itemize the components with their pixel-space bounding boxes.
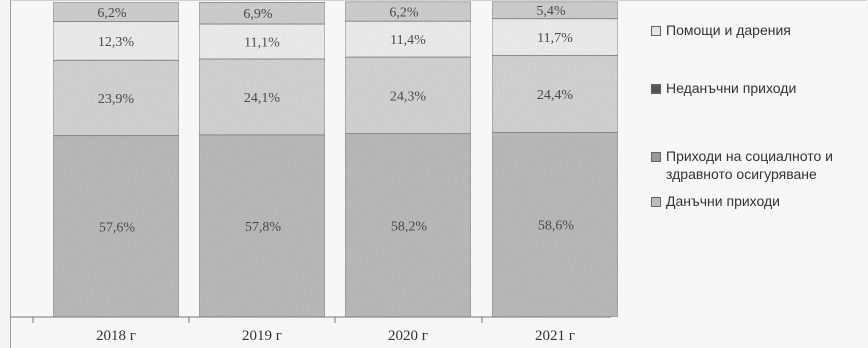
data-label-social-2: 24,1% [244, 91, 281, 106]
bar-segment-non-tax-2 [198, 23, 326, 60]
legend-swatch-aid [651, 26, 661, 36]
data-label-non-tax-4: 11,7% [537, 31, 573, 46]
legend-label-non-tax: Неданъчни приходи [666, 80, 797, 96]
bar-segment-aid-4 [491, 1, 619, 20]
bar-segment-tax-2 [198, 134, 326, 318]
data-label-non-tax-2: 11,1% [244, 36, 280, 51]
data-label-tax-3: 58,2% [391, 219, 428, 234]
legend-label-tax: Данъчни приходи [666, 193, 780, 209]
legend-item-non-tax: Неданъчни приходи [651, 79, 796, 97]
legend-swatch-social [651, 152, 661, 162]
stacked-bar-chart: 57,6% 23,9% 12,3% 6,2% 57,8% 24,1% 11,1% 6,9% 58… [11, 1, 619, 344]
x-tick-label-1: 2018 г [96, 328, 136, 344]
legend-swatch-non-tax [651, 84, 661, 94]
data-label-aid-2: 6,9% [243, 7, 273, 22]
bar-segment-social-1 [52, 59, 180, 137]
x-tick-label-3: 2020 г [388, 328, 428, 344]
x-tick-label-2: 2019 г [242, 328, 282, 344]
data-label-tax-2: 57,8% [245, 220, 282, 235]
legend-swatch-tax [651, 197, 661, 207]
data-label-aid-3: 6,2% [389, 5, 419, 20]
data-label-tax-4: 58,6% [538, 219, 575, 234]
legend-item-tax: Данъчни приходи [651, 192, 780, 210]
data-label-aid-1: 6,2% [97, 6, 127, 21]
data-label-aid-4: 5,4% [536, 4, 566, 19]
legend-item-aid: Помощи и дарения [651, 21, 791, 39]
data-label-tax-1: 57,6% [99, 220, 136, 235]
bar-segment-non-tax-3 [344, 20, 472, 58]
bar-segment-aid-3 [344, 1, 472, 22]
bar-segment-aid-1 [52, 1, 180, 23]
legend-item-social: Приходи на социалното и здравното осигур… [651, 147, 868, 183]
chart-frame: 57,6% 23,9% 12,3% 6,2% 57,8% 24,1% 11,1% 6,9% 58… [10, 0, 866, 348]
bar-segment-tax-1 [52, 135, 180, 318]
bar-segment-aid-2 [198, 1, 326, 25]
bar-segment-non-tax-4 [491, 18, 619, 57]
bar-segment-social-3 [344, 56, 472, 135]
data-label-social-1: 23,9% [98, 92, 135, 107]
bar-segment-tax-4 [491, 131, 619, 318]
x-tick-label-4: 2021 г [535, 328, 575, 344]
data-label-non-tax-3: 11,4% [390, 33, 426, 48]
data-label-social-4: 24,4% [537, 88, 574, 103]
legend-label-social: Приходи на социалното и здравното осигур… [666, 148, 833, 182]
bar-segment-tax-3 [344, 133, 472, 318]
data-label-social-3: 24,3% [390, 89, 427, 104]
legend-label-aid: Помощи и дарения [666, 22, 791, 38]
bar-segment-social-2 [198, 58, 326, 136]
data-label-non-tax-1: 12,3% [98, 35, 135, 50]
